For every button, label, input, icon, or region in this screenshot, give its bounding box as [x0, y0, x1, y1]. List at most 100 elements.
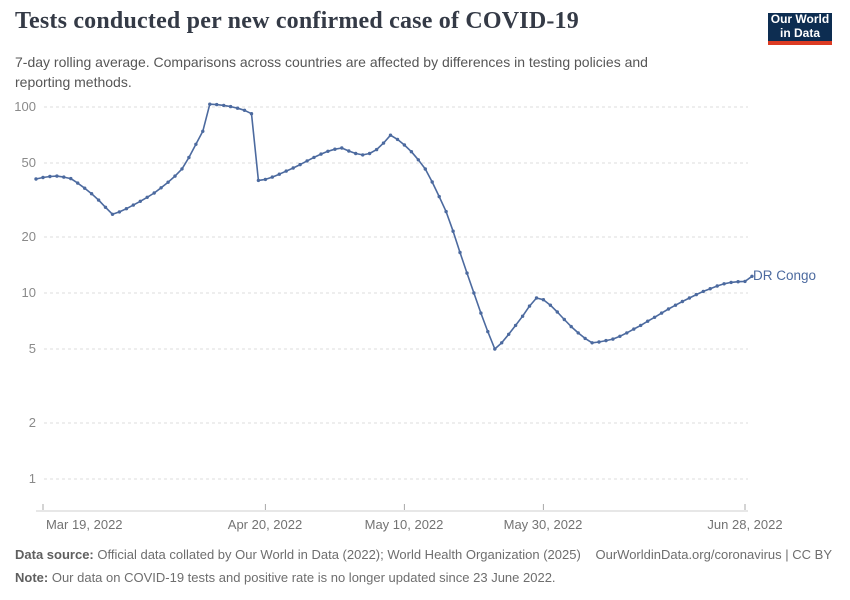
data-point[interactable]: [263, 177, 268, 182]
data-point[interactable]: [55, 174, 59, 178]
data-point[interactable]: [541, 298, 546, 302]
data-point[interactable]: [354, 151, 358, 156]
data-point[interactable]: [694, 292, 698, 297]
data-point[interactable]: [569, 324, 573, 329]
data-point[interactable]: [451, 229, 455, 233]
data-point[interactable]: [298, 162, 302, 167]
data-point[interactable]: [618, 334, 622, 338]
data-point[interactable]: [687, 296, 692, 300]
owid-link[interactable]: OurWorldinData.org/coronavirus | CC BY: [595, 547, 832, 562]
data-point[interactable]: [507, 332, 511, 336]
data-point[interactable]: [465, 271, 469, 275]
data-point[interactable]: [576, 331, 580, 335]
data-point[interactable]: [89, 192, 94, 196]
data-point[interactable]: [625, 331, 629, 335]
data-point[interactable]: [736, 280, 740, 284]
data-point[interactable]: [270, 175, 274, 179]
data-point[interactable]: [222, 103, 226, 108]
data-point[interactable]: [41, 175, 45, 180]
data-point[interactable]: [83, 186, 87, 190]
data-point[interactable]: [166, 180, 170, 184]
data-point[interactable]: [611, 337, 615, 341]
data-point[interactable]: [701, 289, 705, 294]
data-point[interactable]: [708, 287, 712, 291]
data-point[interactable]: [548, 303, 553, 307]
data-point[interactable]: [423, 167, 427, 171]
data-point[interactable]: [340, 146, 344, 150]
data-point[interactable]: [409, 150, 414, 154]
data-point[interactable]: [388, 133, 393, 137]
data-point[interactable]: [76, 181, 80, 185]
data-point[interactable]: [680, 299, 685, 304]
data-point[interactable]: [305, 159, 309, 163]
data-point[interactable]: [367, 151, 372, 156]
data-point[interactable]: [659, 311, 664, 315]
data-point[interactable]: [639, 323, 643, 328]
data-point[interactable]: [673, 303, 678, 307]
data-point[interactable]: [479, 311, 483, 315]
data-point[interactable]: [284, 169, 288, 173]
data-point[interactable]: [562, 317, 566, 322]
data-point[interactable]: [249, 112, 254, 116]
data-point[interactable]: [430, 180, 434, 184]
data-point[interactable]: [48, 174, 52, 179]
data-point[interactable]: [395, 137, 400, 142]
data-point[interactable]: [632, 327, 636, 331]
data-point[interactable]: [235, 106, 240, 110]
data-point[interactable]: [145, 195, 149, 199]
data-point[interactable]: [277, 172, 281, 176]
data-point[interactable]: [256, 178, 261, 183]
data-point[interactable]: [110, 212, 115, 216]
data-point[interactable]: [208, 102, 212, 106]
series-line-DR Congo[interactable]: [35, 103, 753, 350]
data-point[interactable]: [583, 336, 587, 341]
data-point[interactable]: [500, 341, 504, 345]
data-point[interactable]: [62, 175, 66, 179]
data-point[interactable]: [437, 194, 441, 199]
data-point[interactable]: [527, 304, 532, 308]
data-point[interactable]: [333, 147, 337, 151]
data-point[interactable]: [486, 329, 490, 334]
data-point[interactable]: [194, 142, 198, 146]
data-point[interactable]: [374, 147, 379, 152]
data-point[interactable]: [173, 174, 177, 178]
data-point[interactable]: [555, 310, 559, 314]
data-point[interactable]: [187, 155, 191, 160]
data-point[interactable]: [381, 141, 386, 145]
data-point[interactable]: [319, 152, 323, 156]
data-point[interactable]: [520, 314, 525, 318]
data-point[interactable]: [513, 323, 518, 328]
data-point[interactable]: [180, 167, 184, 171]
data-point[interactable]: [69, 176, 73, 181]
data-point[interactable]: [215, 102, 219, 107]
data-point[interactable]: [534, 296, 539, 300]
data-point[interactable]: [597, 340, 601, 344]
data-point[interactable]: [361, 153, 365, 157]
data-point[interactable]: [103, 205, 108, 209]
data-point[interactable]: [458, 250, 462, 255]
data-point[interactable]: [666, 307, 671, 311]
data-point[interactable]: [34, 177, 38, 181]
data-point[interactable]: [312, 155, 316, 160]
data-point[interactable]: [715, 284, 719, 288]
data-point[interactable]: [159, 186, 163, 190]
data-point[interactable]: [743, 279, 747, 284]
data-point[interactable]: [326, 149, 330, 153]
data-point[interactable]: [646, 319, 650, 323]
data-point[interactable]: [722, 282, 726, 286]
data-point[interactable]: [291, 166, 295, 170]
data-point[interactable]: [131, 203, 135, 207]
data-point[interactable]: [472, 291, 476, 295]
data-point[interactable]: [152, 191, 156, 195]
data-point[interactable]: [750, 274, 754, 278]
data-point[interactable]: [652, 315, 657, 319]
data-point[interactable]: [402, 143, 407, 147]
data-point[interactable]: [124, 207, 129, 211]
data-point[interactable]: [590, 341, 594, 345]
data-point[interactable]: [201, 129, 205, 133]
data-point[interactable]: [228, 104, 233, 109]
data-point[interactable]: [416, 158, 420, 162]
data-point[interactable]: [347, 149, 351, 153]
data-point[interactable]: [242, 108, 247, 113]
